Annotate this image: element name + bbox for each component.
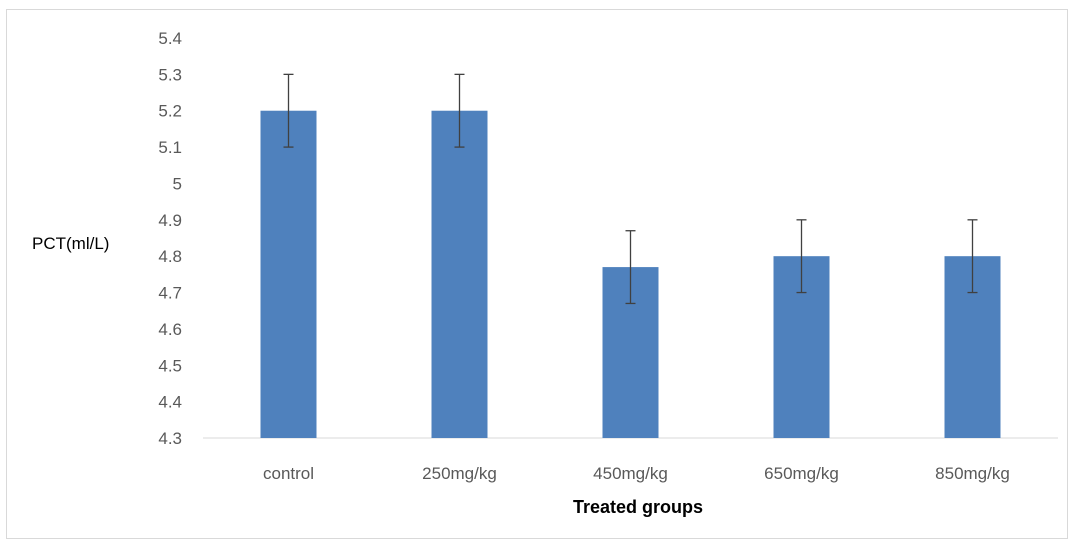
bar — [431, 110, 488, 439]
error-bar — [967, 219, 978, 294]
error-bar — [454, 73, 465, 148]
error-bar — [796, 219, 807, 294]
x-tick-label: control — [263, 464, 314, 483]
y-tick-label: 5.2 — [158, 102, 182, 121]
bar — [260, 110, 317, 439]
x-axis-ticks: control 250mg/kg 450mg/kg 650mg/kg 850mg/kg — [263, 464, 1010, 483]
y-tick-label: 4.6 — [158, 320, 182, 339]
y-tick-label: 4.3 — [158, 429, 182, 448]
y-tick-label: 4.9 — [158, 211, 182, 230]
x-tick-label: 250mg/kg — [422, 464, 497, 483]
x-tick-label: 650mg/kg — [764, 464, 839, 483]
error-bar — [625, 230, 636, 305]
y-tick-label: 5 — [173, 174, 182, 193]
y-tick-label: 5.4 — [158, 29, 182, 48]
error-bar — [283, 73, 294, 148]
y-tick-label: 4.8 — [158, 247, 182, 266]
y-axis-ticks: 4.3 4.4 4.5 4.6 4.7 4.8 4.9 5 5.1 5.2 5.3 5.4 — [158, 29, 182, 448]
y-tick-label: 5.3 — [158, 65, 182, 84]
x-tick-label: 450mg/kg — [593, 464, 668, 483]
chart-frame — [6, 9, 1068, 539]
y-axis-label: PCT(ml/L) — [32, 234, 109, 253]
y-tick-label: 4.4 — [158, 393, 182, 412]
x-axis-label: Treated groups — [573, 497, 703, 517]
y-tick-label: 4.7 — [158, 284, 182, 303]
y-tick-label: 4.5 — [158, 356, 182, 375]
x-tick-label: 850mg/kg — [935, 464, 1010, 483]
error-bars — [283, 73, 978, 305]
y-tick-label: 5.1 — [158, 138, 182, 157]
